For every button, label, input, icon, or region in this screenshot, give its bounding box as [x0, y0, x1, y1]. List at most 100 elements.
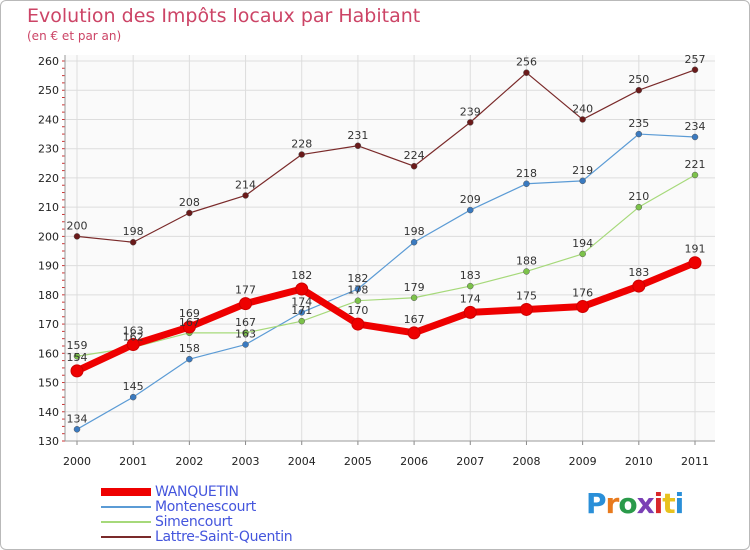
data-label-lattre-saint-quentin: 257: [685, 53, 706, 66]
data-label-wanquetin: 176: [572, 287, 593, 300]
x-tick-label: 2006: [400, 455, 428, 468]
data-label-lattre-saint-quentin: 239: [460, 105, 481, 118]
data-point-wanquetin: [407, 326, 421, 340]
legend-label: Simencourt: [155, 514, 233, 530]
y-tick-label: 200: [38, 230, 59, 243]
axes: 1301401501601701801902002102202302402502…: [38, 55, 715, 468]
data-label-montenescourt: 145: [123, 380, 144, 393]
data-label-wanquetin: 163: [123, 325, 144, 338]
data-point-lattre-saint-quentin: [691, 66, 699, 74]
y-tick-label: 140: [38, 406, 59, 419]
y-tick-label: 170: [38, 318, 59, 331]
logo-letter: P: [586, 487, 607, 520]
data-label-simencourt: 167: [179, 316, 200, 329]
x-tick-label: 2008: [512, 455, 540, 468]
data-label-montenescourt: 158: [179, 342, 200, 355]
data-point-wanquetin: [519, 302, 533, 316]
legend-label: Montenescourt: [155, 499, 256, 515]
x-tick-label: 2007: [456, 455, 484, 468]
legend-item: Montenescourt: [101, 499, 361, 515]
data-point-lattre-saint-quentin: [467, 119, 474, 126]
data-point-wanquetin: [688, 256, 702, 270]
data-point-simencourt: [635, 203, 643, 211]
data-label-montenescourt: 134: [67, 412, 88, 425]
data-label-wanquetin: 154: [67, 351, 88, 364]
data-point-wanquetin: [182, 320, 196, 334]
data-label-montenescourt: 198: [404, 225, 425, 238]
data-point-montenescourt: [129, 393, 137, 401]
data-labels: 200 198 208 214 228 231 224 239 256 240 250 257 134 1…: [67, 53, 706, 426]
y-tick-label: 150: [38, 377, 59, 390]
data-point-lattre-saint-quentin: [635, 86, 643, 94]
series-line-montenescourt: [76, 133, 696, 430]
y-tick-label: 180: [38, 289, 59, 302]
data-point-montenescourt: [354, 285, 362, 293]
legend-label: WANQUETIN: [155, 484, 239, 500]
data-label-simencourt: 188: [516, 254, 537, 267]
data-label-simencourt: 159: [67, 339, 88, 352]
legend: WANQUETIN Montenescourt Simencourt Lattre-S…: [101, 484, 361, 545]
data-label-simencourt: 171: [291, 304, 312, 317]
x-tick-label: 2005: [344, 455, 372, 468]
legend-item: Lattre-Saint-Quentin: [101, 529, 361, 545]
legend-item: WANQUETIN: [101, 484, 361, 500]
data-label-wanquetin: 167: [404, 313, 425, 326]
x-tick-label: 2003: [232, 455, 260, 468]
data-point-simencourt: [467, 282, 474, 290]
data-label-simencourt: 194: [572, 237, 593, 250]
data-label-lattre-saint-quentin: 228: [291, 138, 312, 151]
data-point-lattre-saint-quentin: [186, 209, 193, 217]
y-tick-label: 250: [38, 84, 59, 97]
data-point-simencourt: [523, 268, 530, 275]
data-label-lattre-saint-quentin: 256: [516, 56, 537, 69]
data-point-lattre-saint-quentin: [523, 69, 530, 76]
data-label-montenescourt: 234: [685, 120, 706, 133]
data-point-montenescourt: [691, 133, 699, 141]
data-point-lattre-saint-quentin: [129, 238, 137, 246]
series-line-simencourt: [76, 174, 696, 357]
data-label-lattre-saint-quentin: 224: [404, 149, 425, 162]
legend-swatch: [101, 506, 151, 508]
data-label-montenescourt: 218: [516, 167, 537, 180]
legend-label: Lattre-Saint-Quentin: [155, 529, 293, 545]
data-point-simencourt: [354, 297, 362, 304]
y-tick-label: 220: [38, 172, 59, 185]
logo-letter: t: [662, 487, 675, 520]
data-point-montenescourt: [298, 309, 305, 316]
data-point-lattre-saint-quentin: [242, 192, 249, 199]
logo-letter: x: [636, 487, 655, 520]
data-label-wanquetin: 174: [460, 292, 481, 305]
legend-item: Simencourt: [101, 514, 361, 530]
data-point-montenescourt: [635, 130, 643, 138]
data-point-wanquetin: [239, 297, 253, 311]
data-label-wanquetin: 175: [516, 289, 537, 302]
data-point-wanquetin: [295, 282, 309, 296]
y-tick-label: 190: [38, 260, 59, 273]
data-label-wanquetin: 183: [628, 266, 649, 279]
data-point-wanquetin: [351, 317, 365, 331]
logo-letter: r: [605, 487, 620, 520]
data-label-lattre-saint-quentin: 240: [572, 102, 593, 115]
y-tick-label: 160: [38, 347, 59, 360]
data-label-lattre-saint-quentin: 200: [67, 219, 88, 232]
data-point-simencourt: [410, 294, 418, 302]
data-label-montenescourt: 209: [460, 193, 481, 206]
data-point-montenescourt: [410, 238, 418, 246]
data-point-lattre-saint-quentin: [73, 233, 81, 240]
data-label-montenescourt: 182: [347, 272, 368, 285]
legend-swatch: [101, 488, 151, 496]
logo-letter: i: [653, 487, 664, 520]
data-point-simencourt: [579, 250, 586, 258]
data-label-simencourt: 167: [235, 316, 256, 329]
chart-title: Evolution des Impôts locaux par Habitant: [27, 5, 421, 27]
data-label-simencourt: 162: [123, 330, 144, 343]
data-point-wanquetin: [126, 338, 140, 352]
plot-area: [65, 55, 715, 441]
data-label-simencourt: 221: [685, 158, 706, 171]
data-point-simencourt: [691, 171, 699, 179]
data-point-wanquetin: [70, 364, 84, 378]
x-tick-label: 2004: [288, 455, 316, 468]
y-tick-label: 260: [38, 55, 59, 68]
